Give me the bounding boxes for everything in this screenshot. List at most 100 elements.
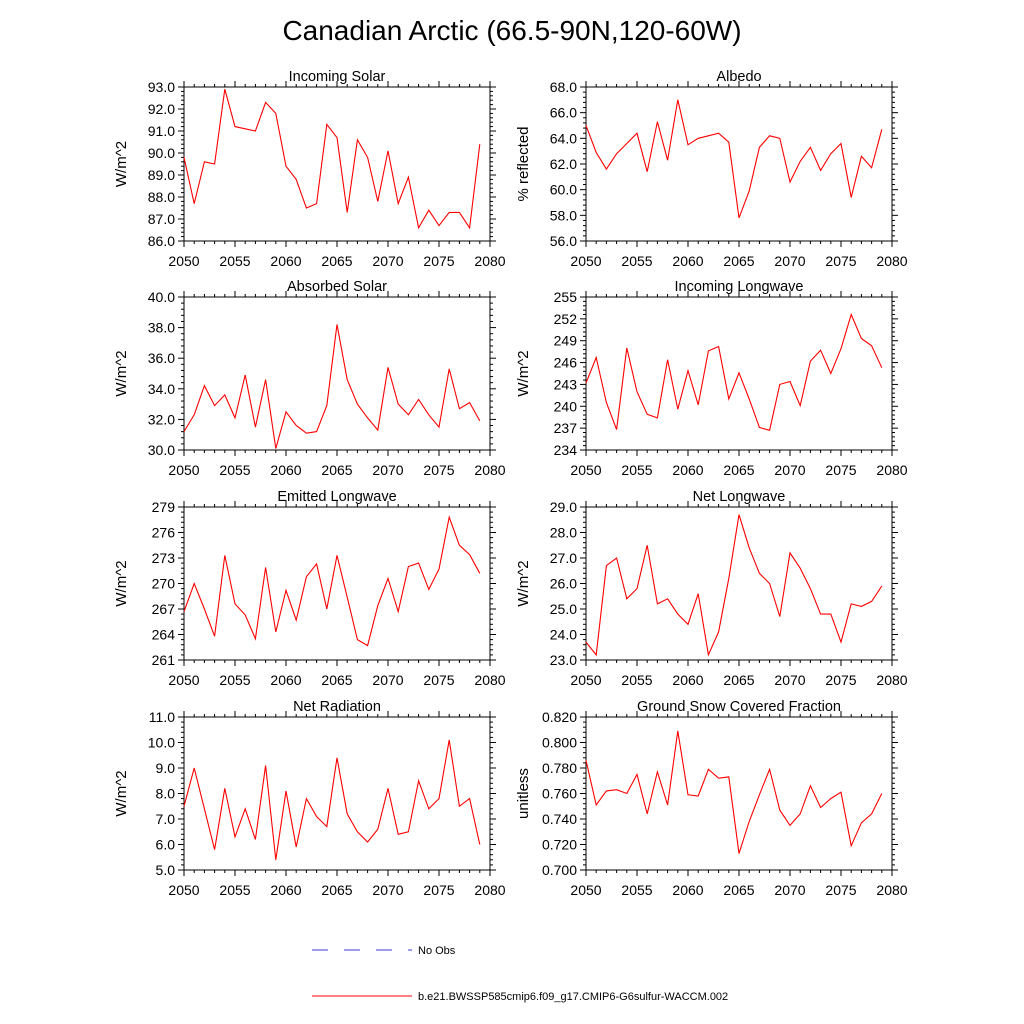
panel-title: Net Longwave bbox=[693, 489, 786, 505]
y-tick-label: 9.0 bbox=[156, 760, 176, 776]
x-tick-label: 2050 bbox=[168, 882, 199, 898]
panel-1: Albedo % reflected 56.0 58.0 60.0 62.0 64.0 66.… bbox=[515, 69, 908, 269]
y-tick-label: 0.700 bbox=[542, 862, 577, 878]
x-tick-label: 2055 bbox=[219, 462, 250, 478]
x-tick-label: 2070 bbox=[774, 882, 805, 898]
y-tick-label: 6.0 bbox=[156, 837, 176, 853]
x-tick-label: 2070 bbox=[372, 253, 403, 269]
x-tick-label: 2065 bbox=[723, 462, 754, 478]
x-tick-label: 2050 bbox=[168, 253, 199, 269]
y-tick-label: 30.0 bbox=[148, 442, 175, 458]
x-tick-label: 2080 bbox=[876, 253, 907, 269]
panel-7: Ground Snow Covered Fractionunitless0.70… bbox=[515, 699, 908, 898]
y-axis-label: W/m^2 bbox=[113, 350, 130, 396]
y-tick-label: 29.0 bbox=[550, 499, 577, 515]
y-tick-label: 261 bbox=[152, 652, 176, 668]
y-tick-label: 62.0 bbox=[550, 156, 577, 172]
x-tick-label: 2060 bbox=[270, 253, 301, 269]
x-tick-label: 2075 bbox=[825, 253, 856, 269]
y-tick-label: 86.0 bbox=[148, 233, 175, 249]
y-axis-label: W/m^2 bbox=[515, 350, 532, 396]
x-tick-label: 2055 bbox=[219, 882, 250, 898]
x-tick-label: 2055 bbox=[621, 462, 652, 478]
y-tick-label: 249 bbox=[554, 333, 578, 349]
y-axis-label: W/m^2 bbox=[113, 141, 130, 187]
series-line bbox=[183, 89, 481, 230]
x-tick-label: 2060 bbox=[672, 672, 703, 688]
x-tick-label: 2075 bbox=[825, 462, 856, 478]
y-tick-label: 270 bbox=[152, 576, 176, 592]
x-tick-label: 2075 bbox=[423, 462, 454, 478]
x-tick-label: 2060 bbox=[672, 882, 703, 898]
x-tick-label: 2070 bbox=[774, 672, 805, 688]
y-tick-label: 25.0 bbox=[550, 601, 577, 617]
y-tick-label: 276 bbox=[152, 525, 176, 541]
series-line bbox=[183, 739, 481, 860]
y-tick-label: 27.0 bbox=[550, 550, 577, 566]
x-tick-label: 2065 bbox=[723, 253, 754, 269]
y-tick-label: 36.0 bbox=[148, 350, 175, 366]
legend: No Obs b.e21.BWSSP585cmip6.f09_g17.CMIP6… bbox=[312, 945, 728, 1003]
plot-frame bbox=[183, 716, 491, 871]
x-tick-label: 2055 bbox=[621, 253, 652, 269]
legend-label-model: b.e21.BWSSP585cmip6.f09_g17.CMIP6-G6sulf… bbox=[418, 991, 728, 1003]
y-tick-label: 246 bbox=[554, 355, 578, 371]
series-line bbox=[183, 324, 481, 449]
y-tick-label: 28.0 bbox=[550, 525, 577, 541]
x-tick-label: 2075 bbox=[825, 672, 856, 688]
x-tick-label: 2060 bbox=[270, 462, 301, 478]
y-axis-label: % reflected bbox=[515, 126, 532, 201]
y-tick-label: 255 bbox=[554, 289, 578, 305]
x-tick-label: 2080 bbox=[876, 672, 907, 688]
y-tick-label: 8.0 bbox=[156, 786, 176, 802]
panel-6: Net Radiation W/m^2 5.0 6.0 7.0 8.0 9.0 10.0 11.… bbox=[113, 699, 506, 898]
y-tick-label: 91.0 bbox=[148, 123, 175, 139]
panel-title: Incoming Longwave bbox=[675, 279, 804, 295]
y-tick-label: 38.0 bbox=[148, 320, 175, 336]
y-tick-label: 0.780 bbox=[542, 760, 577, 776]
panel-title: Albedo bbox=[716, 69, 761, 85]
panel-0: Incoming Solar W/m^2 86.0 87.0 88.0 89.0 90.0 9… bbox=[113, 69, 506, 269]
y-tick-label: 0.760 bbox=[542, 786, 577, 802]
x-tick-label: 2075 bbox=[423, 672, 454, 688]
y-tick-label: 64.0 bbox=[550, 130, 577, 146]
y-tick-label: 7.0 bbox=[156, 811, 176, 827]
plot-frame bbox=[585, 716, 893, 871]
panel-title: Net Radiation bbox=[293, 699, 381, 715]
y-tick-label: 88.0 bbox=[148, 189, 175, 205]
y-axis-label: unitless bbox=[515, 768, 532, 819]
y-tick-label: 93.0 bbox=[148, 79, 175, 95]
y-tick-label: 279 bbox=[152, 499, 176, 515]
panel-4: Emitted Longwave W/m^2 261 264 267 270 273 276 2… bbox=[113, 489, 506, 688]
y-tick-label: 11.0 bbox=[149, 709, 175, 725]
x-tick-label: 2070 bbox=[774, 462, 805, 478]
x-tick-label: 2065 bbox=[321, 672, 352, 688]
x-tick-label: 2065 bbox=[321, 882, 352, 898]
y-tick-label: 32.0 bbox=[148, 411, 175, 427]
series-line bbox=[183, 515, 481, 647]
x-tick-label: 2070 bbox=[372, 672, 403, 688]
x-tick-label: 2065 bbox=[321, 462, 352, 478]
y-tick-label: 90.0 bbox=[148, 145, 175, 161]
y-tick-label: 264 bbox=[152, 627, 176, 643]
plot-frame bbox=[183, 506, 491, 661]
x-tick-label: 2075 bbox=[423, 882, 454, 898]
x-tick-label: 2080 bbox=[474, 462, 505, 478]
series-line bbox=[585, 99, 883, 219]
x-tick-label: 2050 bbox=[168, 462, 199, 478]
series-line bbox=[585, 730, 883, 854]
legend-label-no-obs: No Obs bbox=[418, 945, 456, 957]
y-tick-label: 23.0 bbox=[550, 652, 577, 668]
x-tick-label: 2060 bbox=[672, 462, 703, 478]
panel-title: Absorbed Solar bbox=[287, 279, 387, 295]
y-tick-label: 0.740 bbox=[542, 811, 577, 827]
x-tick-label: 2070 bbox=[372, 882, 403, 898]
series-line bbox=[585, 514, 883, 657]
y-tick-label: 234 bbox=[554, 442, 578, 458]
x-tick-label: 2055 bbox=[621, 882, 652, 898]
x-tick-label: 2075 bbox=[825, 882, 856, 898]
y-axis-label: W/m^2 bbox=[113, 770, 130, 816]
x-tick-label: 2065 bbox=[723, 882, 754, 898]
plot-frame bbox=[183, 296, 491, 451]
